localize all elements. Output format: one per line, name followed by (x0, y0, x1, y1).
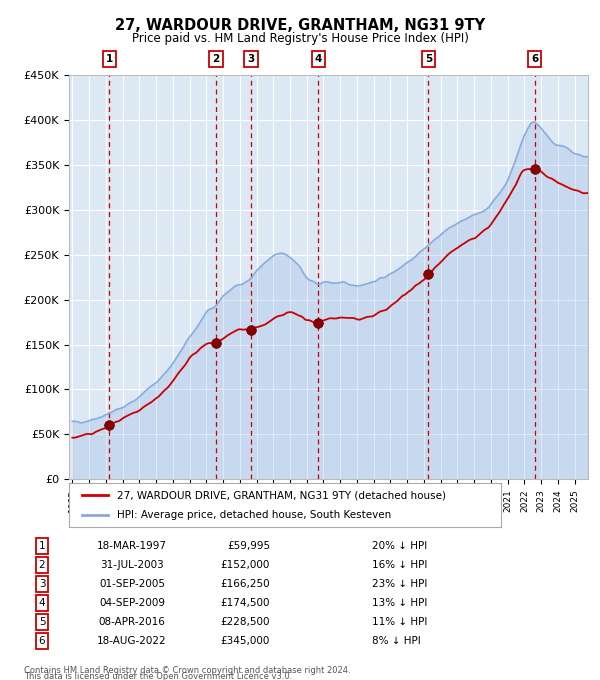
Text: £152,000: £152,000 (221, 560, 270, 570)
Text: 1: 1 (38, 541, 46, 551)
Text: 27, WARDOUR DRIVE, GRANTHAM, NG31 9TY: 27, WARDOUR DRIVE, GRANTHAM, NG31 9TY (115, 18, 485, 33)
Text: £228,500: £228,500 (221, 617, 270, 627)
Text: £166,250: £166,250 (220, 579, 270, 589)
Text: 18-MAR-1997: 18-MAR-1997 (97, 541, 167, 551)
Text: £174,500: £174,500 (221, 598, 270, 608)
Text: 3: 3 (247, 54, 254, 64)
Text: 3: 3 (38, 579, 46, 589)
Text: 6: 6 (38, 636, 46, 646)
Text: 5: 5 (425, 54, 432, 64)
Text: Contains HM Land Registry data © Crown copyright and database right 2024.: Contains HM Land Registry data © Crown c… (24, 666, 350, 675)
Text: 4: 4 (38, 598, 46, 608)
Text: 2: 2 (38, 560, 46, 570)
Text: 23% ↓ HPI: 23% ↓ HPI (372, 579, 427, 589)
Text: £345,000: £345,000 (221, 636, 270, 646)
Text: 13% ↓ HPI: 13% ↓ HPI (372, 598, 427, 608)
Text: 27, WARDOUR DRIVE, GRANTHAM, NG31 9TY (detached house): 27, WARDOUR DRIVE, GRANTHAM, NG31 9TY (d… (116, 490, 446, 500)
Text: £59,995: £59,995 (227, 541, 270, 551)
Text: 16% ↓ HPI: 16% ↓ HPI (372, 560, 427, 570)
Text: 08-APR-2016: 08-APR-2016 (98, 617, 166, 627)
Text: 8% ↓ HPI: 8% ↓ HPI (372, 636, 421, 646)
Text: 01-SEP-2005: 01-SEP-2005 (99, 579, 165, 589)
Text: This data is licensed under the Open Government Licence v3.0.: This data is licensed under the Open Gov… (24, 672, 292, 680)
Text: 04-SEP-2009: 04-SEP-2009 (99, 598, 165, 608)
Text: 6: 6 (532, 54, 539, 64)
Text: Price paid vs. HM Land Registry's House Price Index (HPI): Price paid vs. HM Land Registry's House … (131, 32, 469, 46)
Text: 1: 1 (106, 54, 113, 64)
Text: 5: 5 (38, 617, 46, 627)
Text: 20% ↓ HPI: 20% ↓ HPI (372, 541, 427, 551)
Text: 31-JUL-2003: 31-JUL-2003 (100, 560, 164, 570)
Text: 11% ↓ HPI: 11% ↓ HPI (372, 617, 427, 627)
Text: 18-AUG-2022: 18-AUG-2022 (97, 636, 167, 646)
Text: 2: 2 (212, 54, 220, 64)
Text: 4: 4 (314, 54, 322, 64)
Text: HPI: Average price, detached house, South Kesteven: HPI: Average price, detached house, Sout… (116, 509, 391, 520)
